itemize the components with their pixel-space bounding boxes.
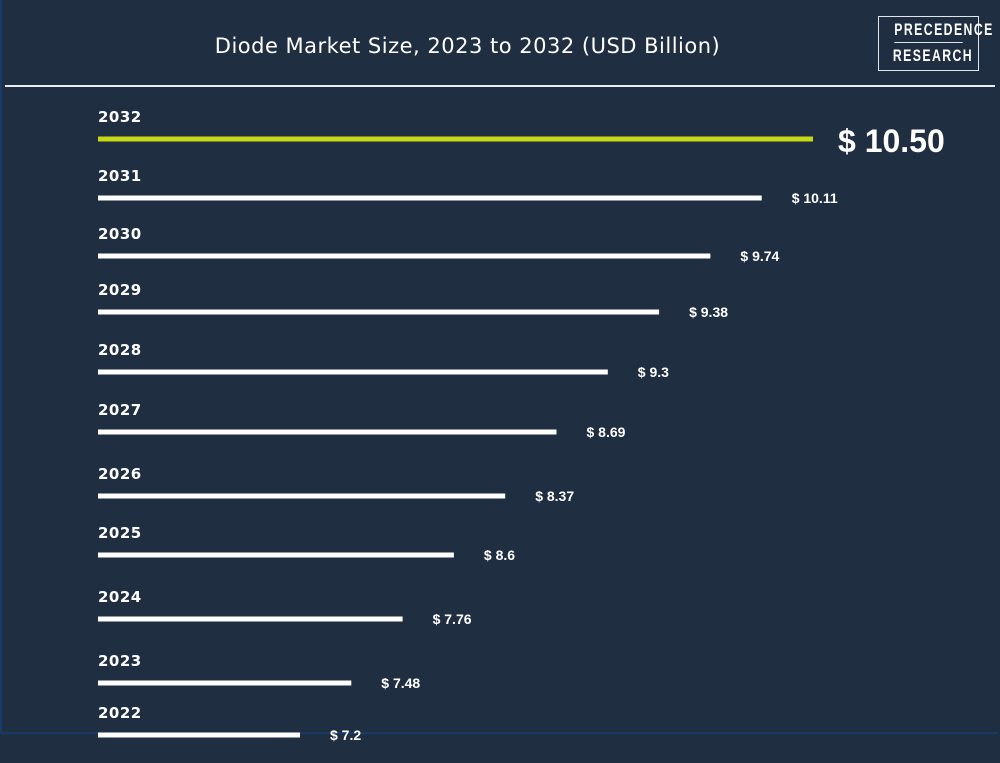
year-label: 2028 (98, 341, 142, 359)
year-label: 2025 (98, 524, 142, 542)
value-label: $ 8.69 (587, 424, 626, 440)
year-label: 2031 (98, 167, 142, 185)
value-label: $ 9.74 (740, 248, 779, 264)
year-label: 2030 (98, 225, 142, 243)
bar-2028 (98, 369, 608, 375)
value-label: $ 7.2 (330, 727, 361, 743)
bar-2031 (98, 195, 762, 201)
year-label: 2029 (98, 281, 142, 299)
bar-2032 (98, 136, 813, 142)
year-label: 2032 (98, 108, 142, 126)
year-label: 2027 (98, 401, 142, 419)
bar-2027 (98, 429, 557, 435)
title-divider (5, 85, 995, 87)
bar-2022 (98, 732, 300, 738)
year-label: 2024 (98, 588, 142, 606)
value-label: $ 10.50 (838, 123, 945, 159)
bar-2025 (98, 552, 454, 558)
value-label: $ 9.3 (638, 364, 669, 380)
value-label: $ 8.37 (535, 488, 574, 504)
bar-2023 (98, 680, 352, 686)
bar-2030 (98, 253, 711, 259)
value-label: $ 7.76 (433, 611, 472, 627)
year-label: 2023 (98, 652, 142, 670)
bar-2024 (98, 616, 403, 622)
value-label: $ 7.48 (381, 675, 420, 691)
value-label: $ 9.38 (689, 304, 728, 320)
year-label: 2026 (98, 465, 142, 483)
logo-line-2: RESEARCH (892, 46, 974, 65)
precedence-research-logo: PRECEDENCE RESEARCH (878, 16, 992, 71)
value-label: $ 8.6 (484, 547, 515, 563)
value-label: $ 10.11 (792, 190, 838, 206)
bar-2029 (98, 309, 660, 315)
year-label: 2022 (98, 704, 142, 722)
chart-title: Diode Market Size, 2023 to 2032 (USD Bil… (214, 34, 721, 58)
chart-frame (0, 0, 998, 734)
bar-2026 (98, 493, 506, 499)
